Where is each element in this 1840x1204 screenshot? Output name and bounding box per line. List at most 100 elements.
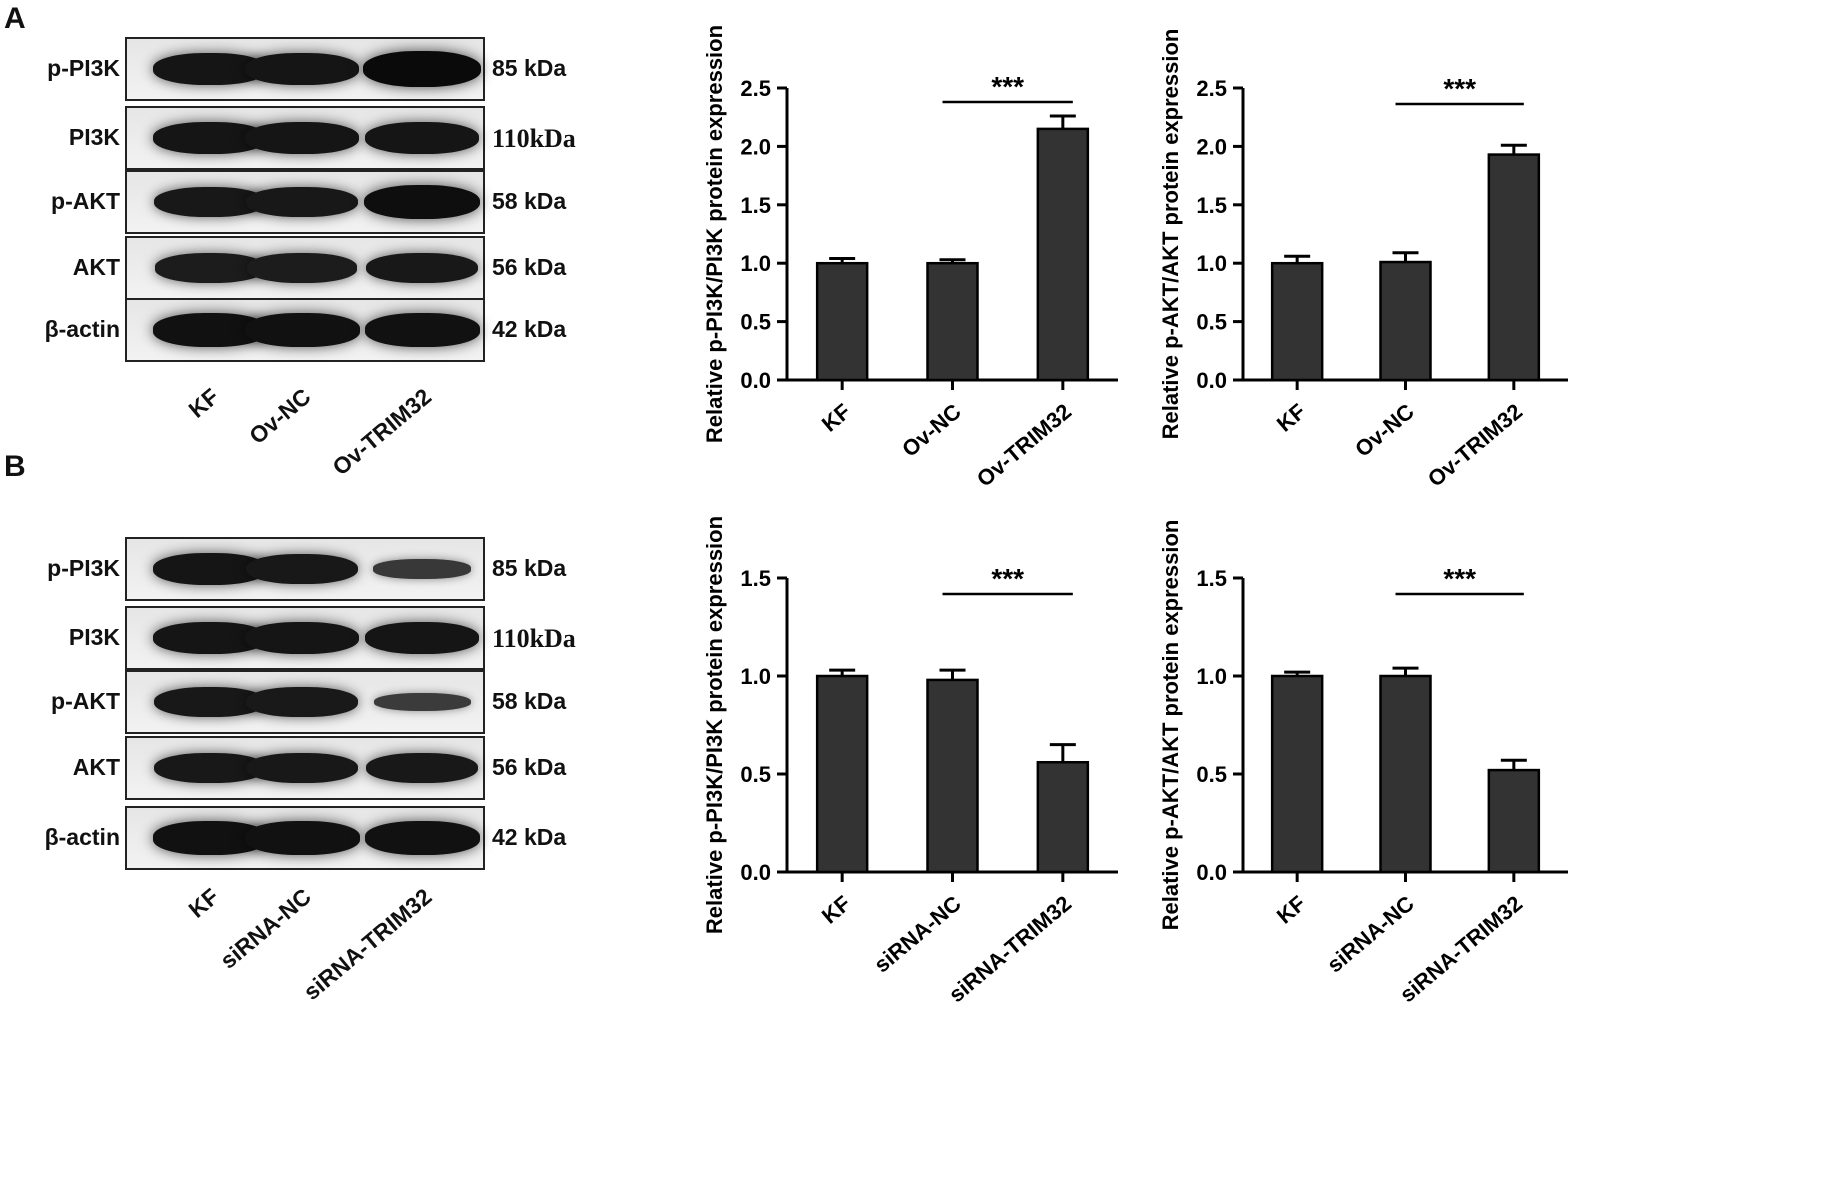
y-tick-label: 1.0 xyxy=(1196,251,1227,276)
blot-membrane xyxy=(125,736,485,800)
protein-band xyxy=(246,686,358,718)
x-tick-label: KF xyxy=(817,891,856,929)
panel-label-a: A xyxy=(4,2,26,35)
protein-band xyxy=(365,621,479,655)
protein-band xyxy=(245,121,359,155)
blot-membrane xyxy=(125,537,485,601)
y-tick-label: 1.0 xyxy=(740,251,771,276)
protein-band xyxy=(366,752,478,784)
protein-band xyxy=(246,752,358,784)
y-tick-label: 2.0 xyxy=(740,134,771,159)
protein-band xyxy=(372,559,472,579)
blot-row-label: PI3K xyxy=(68,624,120,650)
bar xyxy=(1379,260,1432,382)
blot-membrane xyxy=(125,670,485,734)
y-tick-label: 0.0 xyxy=(1196,368,1227,393)
molecular-weight-label: 56 kDa xyxy=(492,254,567,280)
significance-label: *** xyxy=(991,71,1024,102)
blot-row-label: PI3K xyxy=(68,124,120,150)
y-tick-label: 2.5 xyxy=(740,76,771,101)
panel-label-b: B xyxy=(4,450,26,483)
bar xyxy=(1036,127,1090,382)
y-axis-label: Relative p-AKT/AKT protein expression xyxy=(1158,520,1183,931)
bar xyxy=(926,261,979,382)
protein-band xyxy=(365,121,479,155)
molecular-weight-label: 42 kDa xyxy=(492,316,567,342)
protein-band xyxy=(246,553,358,585)
blot-row-label: β-actin xyxy=(44,316,120,342)
molecular-weight-label: 110kDa xyxy=(492,624,576,653)
x-tick-label: siRNA-NC xyxy=(869,891,966,978)
y-tick-label: 1.5 xyxy=(1196,193,1227,218)
y-axis-label: Relative p-PI3K/PI3K protein expression xyxy=(702,25,727,443)
bar xyxy=(1270,261,1324,382)
x-tick-label: KF xyxy=(1272,891,1311,929)
bar xyxy=(1270,674,1324,874)
y-tick-label: 0.0 xyxy=(740,860,771,885)
y-tick-label: 2.5 xyxy=(1196,76,1227,101)
molecular-weight-label: 42 kDa xyxy=(492,824,567,850)
x-tick-label: Ov-NC xyxy=(897,399,966,462)
bar xyxy=(1487,153,1541,382)
y-tick-label: 1.0 xyxy=(1196,664,1227,689)
significance-label: *** xyxy=(991,563,1024,594)
protein-band xyxy=(245,621,359,655)
x-tick-label: Ov-TRIM32 xyxy=(1423,399,1527,492)
x-tick-label: Ov-TRIM32 xyxy=(972,399,1076,492)
protein-band xyxy=(244,313,360,347)
blot-membrane xyxy=(125,298,485,362)
y-tick-label: 0.0 xyxy=(1196,860,1227,885)
protein-band xyxy=(364,313,480,347)
protein-band xyxy=(244,821,360,855)
molecular-weight-label: 56 kDa xyxy=(492,754,567,780)
protein-band xyxy=(373,693,471,711)
bar xyxy=(1487,768,1541,874)
protein-band xyxy=(245,52,359,86)
protein-band xyxy=(363,51,481,87)
blot-membrane xyxy=(125,37,485,101)
blot-row-label: AKT xyxy=(72,754,120,780)
x-tick-label: Ov-NC xyxy=(1350,399,1419,462)
blot-membrane xyxy=(125,170,485,234)
blot-row-label: p-AKT xyxy=(51,188,120,214)
bar xyxy=(815,261,869,382)
y-tick-label: 1.0 xyxy=(740,664,771,689)
blot-row-label: p-AKT xyxy=(51,688,120,714)
y-tick-label: 1.5 xyxy=(740,193,771,218)
bar xyxy=(1379,674,1432,874)
blot-membrane xyxy=(125,106,485,170)
x-tick-label: siRNA-NC xyxy=(1322,891,1419,978)
y-tick-label: 1.5 xyxy=(1196,566,1227,591)
y-tick-label: 0.5 xyxy=(740,310,771,335)
y-tick-label: 0.5 xyxy=(1196,762,1227,787)
protein-band xyxy=(363,184,481,220)
molecular-weight-label: 58 kDa xyxy=(492,188,567,214)
x-tick-label: KF xyxy=(1272,399,1311,437)
molecular-weight-label: 110kDa xyxy=(492,124,576,153)
blot-row-label: AKT xyxy=(72,254,120,280)
protein-band xyxy=(246,253,358,283)
blot-row-label: p-PI3K xyxy=(47,55,120,81)
y-tick-label: 1.5 xyxy=(740,566,771,591)
y-axis-label: Relative p-AKT/AKT protein expression xyxy=(1158,29,1183,440)
y-tick-label: 2.0 xyxy=(1196,134,1227,159)
blot-membrane xyxy=(125,606,485,670)
y-axis-label: Relative p-PI3K/PI3K protein expression xyxy=(702,516,727,934)
blot-membrane xyxy=(125,806,485,870)
significance-label: *** xyxy=(1443,73,1476,104)
bar xyxy=(815,674,869,874)
blot-row-label: p-PI3K xyxy=(47,555,120,581)
protein-band xyxy=(246,186,358,218)
blot-row-label: β-actin xyxy=(44,824,120,850)
protein-band xyxy=(366,252,478,284)
y-tick-label: 0.5 xyxy=(740,762,771,787)
y-tick-label: 0.0 xyxy=(740,368,771,393)
y-tick-label: 0.5 xyxy=(1196,310,1227,335)
bar xyxy=(1036,760,1090,874)
bar xyxy=(926,678,979,874)
significance-label: *** xyxy=(1443,563,1476,594)
molecular-weight-label: 85 kDa xyxy=(492,55,567,81)
molecular-weight-label: 85 kDa xyxy=(492,555,567,581)
x-tick-label: KF xyxy=(817,399,856,437)
